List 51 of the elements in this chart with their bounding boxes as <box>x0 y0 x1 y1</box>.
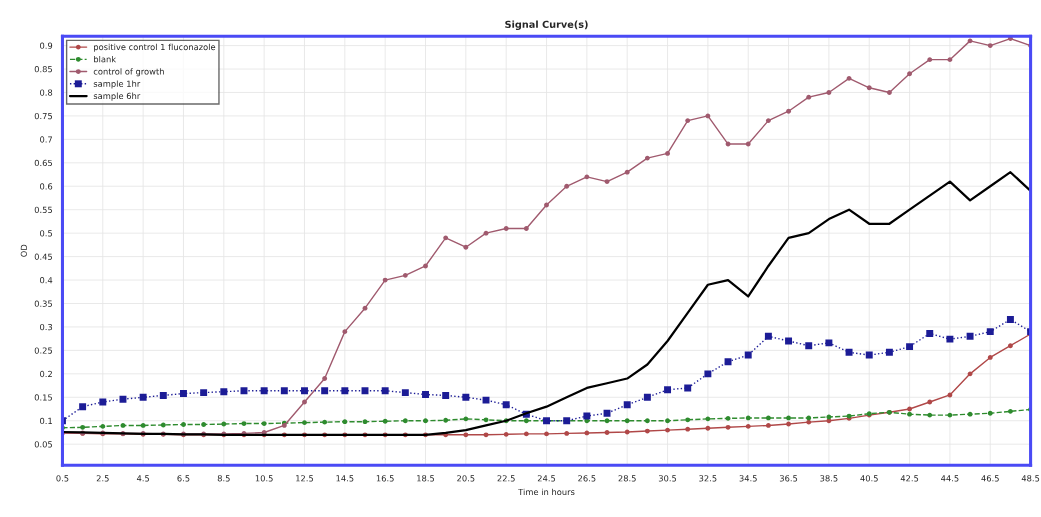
y-tick-label: 0.65 <box>34 159 53 167</box>
x-tick-label: 6.5 <box>177 475 190 482</box>
y-tick-label: 0.35 <box>34 300 53 307</box>
y-tick-label: 0.55 <box>34 206 53 213</box>
x-tick-label: 34.5 <box>739 475 757 482</box>
y-tick-label: 0.1 <box>40 417 52 425</box>
y-tick-label: 0.45 <box>34 253 53 260</box>
x-tick-label: 26.5 <box>578 475 596 482</box>
x-tick-label: 38.5 <box>820 475 838 482</box>
x-tick-label: 2.5 <box>96 475 109 482</box>
x-tick-label: 8.5 <box>217 475 230 482</box>
x-tick-label: 14.5 <box>336 475 354 482</box>
x-tick-label: 12.5 <box>296 475 314 482</box>
x-tick-label: 24.5 <box>537 475 556 482</box>
x-tick-label: 44.5 <box>941 475 959 482</box>
y-tick-label: 0.6 <box>40 183 53 190</box>
y-tick-label: 0.85 <box>34 66 53 73</box>
x-axis-title: Time in hours <box>518 488 575 496</box>
x-tick-label: 46.5 <box>981 475 999 482</box>
x-tick-label: 22.5 <box>497 475 515 482</box>
x-tick-label: 42.5 <box>900 475 919 482</box>
chart-title: Signal Curve(s) <box>505 20 588 30</box>
y-tick-label: 0.5 <box>40 230 53 237</box>
x-tick-label: 10.5 <box>255 475 273 482</box>
legend-label: control of growth <box>93 68 164 77</box>
y-tick-label: 0.8 <box>40 89 53 96</box>
x-tick-label: 4.5 <box>136 475 150 482</box>
y-tick-label: 0.4 <box>40 277 53 284</box>
x-tick-label: 40.5 <box>860 475 878 482</box>
y-tick-label: 0.75 <box>34 112 53 120</box>
x-tick-label: 30.5 <box>658 475 677 482</box>
y-tick-label: 0.9 <box>40 42 53 49</box>
y-tick-label: 0.3 <box>40 323 53 331</box>
x-tick-label: 20.5 <box>457 475 475 482</box>
x-tick-label: 16.5 <box>376 475 394 482</box>
y-tick-label: 0.25 <box>34 347 53 354</box>
legend-label: sample 6hr <box>93 92 141 101</box>
y-tick-label: 0.7 <box>40 136 53 143</box>
y-tick-label: 0.2 <box>40 370 52 378</box>
legend-label: sample 1hr <box>93 80 141 89</box>
y-tick-label: 0.05 <box>34 441 53 448</box>
x-tick-label: 36.5 <box>779 475 798 482</box>
x-tick-label: 48.5 <box>1021 475 1040 482</box>
x-tick-label: 0.5 <box>56 475 69 482</box>
legend-label: positive control 1 fluconazole <box>94 43 216 52</box>
x-tick-label: 28.5 <box>618 475 636 482</box>
y-tick-label: 0.15 <box>34 394 53 401</box>
x-tick-label: 32.5 <box>699 475 717 482</box>
legend-label: blank <box>94 55 117 63</box>
x-tick-label: 18.5 <box>417 475 435 482</box>
y-axis-title: OD <box>20 244 28 257</box>
